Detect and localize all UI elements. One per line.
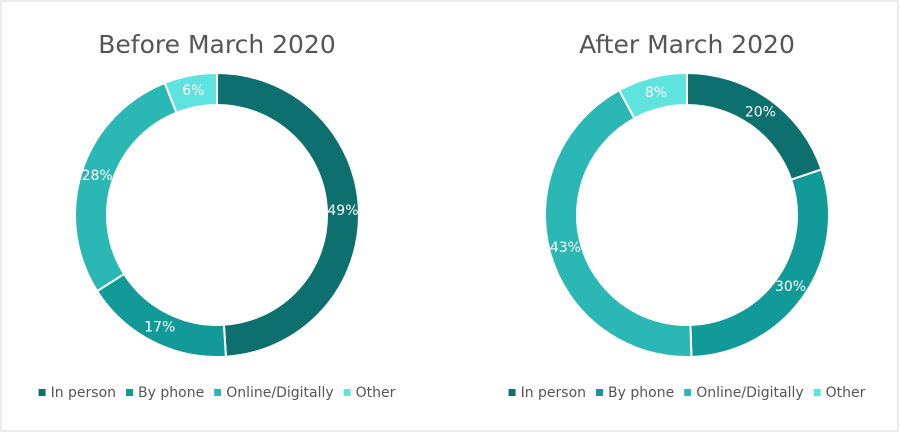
slice — [216, 71, 361, 358]
value-label: 17% — [144, 319, 175, 335]
value-label: 8% — [645, 85, 667, 101]
chart-title: Before March 2020 — [98, 30, 335, 59]
legend-marker — [813, 389, 821, 396]
value-label: 49% — [327, 203, 358, 219]
legend-label: In person — [521, 385, 586, 401]
legend-marker — [214, 389, 222, 396]
legend-label: In person — [51, 385, 116, 401]
slice — [617, 71, 688, 120]
legend-marker — [343, 389, 351, 396]
legend-label: Other — [356, 385, 396, 401]
chart-title: After March 2020 — [579, 30, 795, 59]
slice — [163, 71, 218, 115]
legend-marker — [38, 389, 46, 396]
slice — [544, 88, 693, 358]
legend-label: Other — [826, 385, 866, 401]
value-label: 30% — [775, 279, 806, 295]
value-label: 20% — [745, 105, 776, 121]
legend-label: By phone — [138, 385, 204, 401]
legend-marker — [684, 389, 692, 396]
legend-label: Online/Digitally — [226, 385, 333, 401]
legend-label: By phone — [608, 385, 674, 401]
value-label: 6% — [182, 83, 204, 99]
value-label: 28% — [82, 168, 113, 184]
legend-label: Online/Digitally — [696, 385, 803, 401]
legend-marker — [508, 389, 516, 396]
legend-marker — [596, 389, 604, 396]
legend-marker — [126, 389, 134, 396]
value-label: 43% — [550, 240, 581, 256]
